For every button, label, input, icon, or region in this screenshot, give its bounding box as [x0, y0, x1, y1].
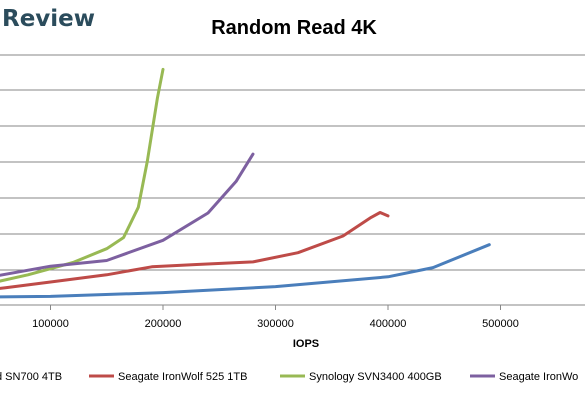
x-tick-label: 300000: [257, 318, 294, 330]
chart-title: Random Read 4K: [211, 17, 377, 39]
brand-logo-text: Review: [2, 6, 95, 32]
series-line-1: [0, 243, 491, 299]
legend-label: Seagate IronWo: [499, 371, 578, 383]
x-tick-label: 100000: [32, 318, 69, 330]
legend: d SN700 4TB Seagate IronWolf 525 1TB Synol…: [0, 371, 578, 383]
x-tick-label: 400000: [370, 318, 407, 330]
gridlines: [0, 54, 585, 271]
legend-label: d SN700 4TB: [0, 371, 62, 383]
series-line-4: [0, 152, 255, 277]
legend-label: Seagate IronWolf 525 1TB: [118, 371, 247, 383]
x-tick-labels: 100000 200000 300000 400000 500000: [32, 305, 519, 330]
series-line-3: [0, 67, 165, 283]
x-axis-label: IOPS: [293, 338, 319, 350]
series-lines: [0, 67, 491, 299]
legend-label: Synology SVN3400 400GB: [309, 371, 442, 383]
x-tick-label: 200000: [145, 318, 182, 330]
x-tick-label: 500000: [482, 318, 519, 330]
series-line-2: [0, 211, 390, 290]
